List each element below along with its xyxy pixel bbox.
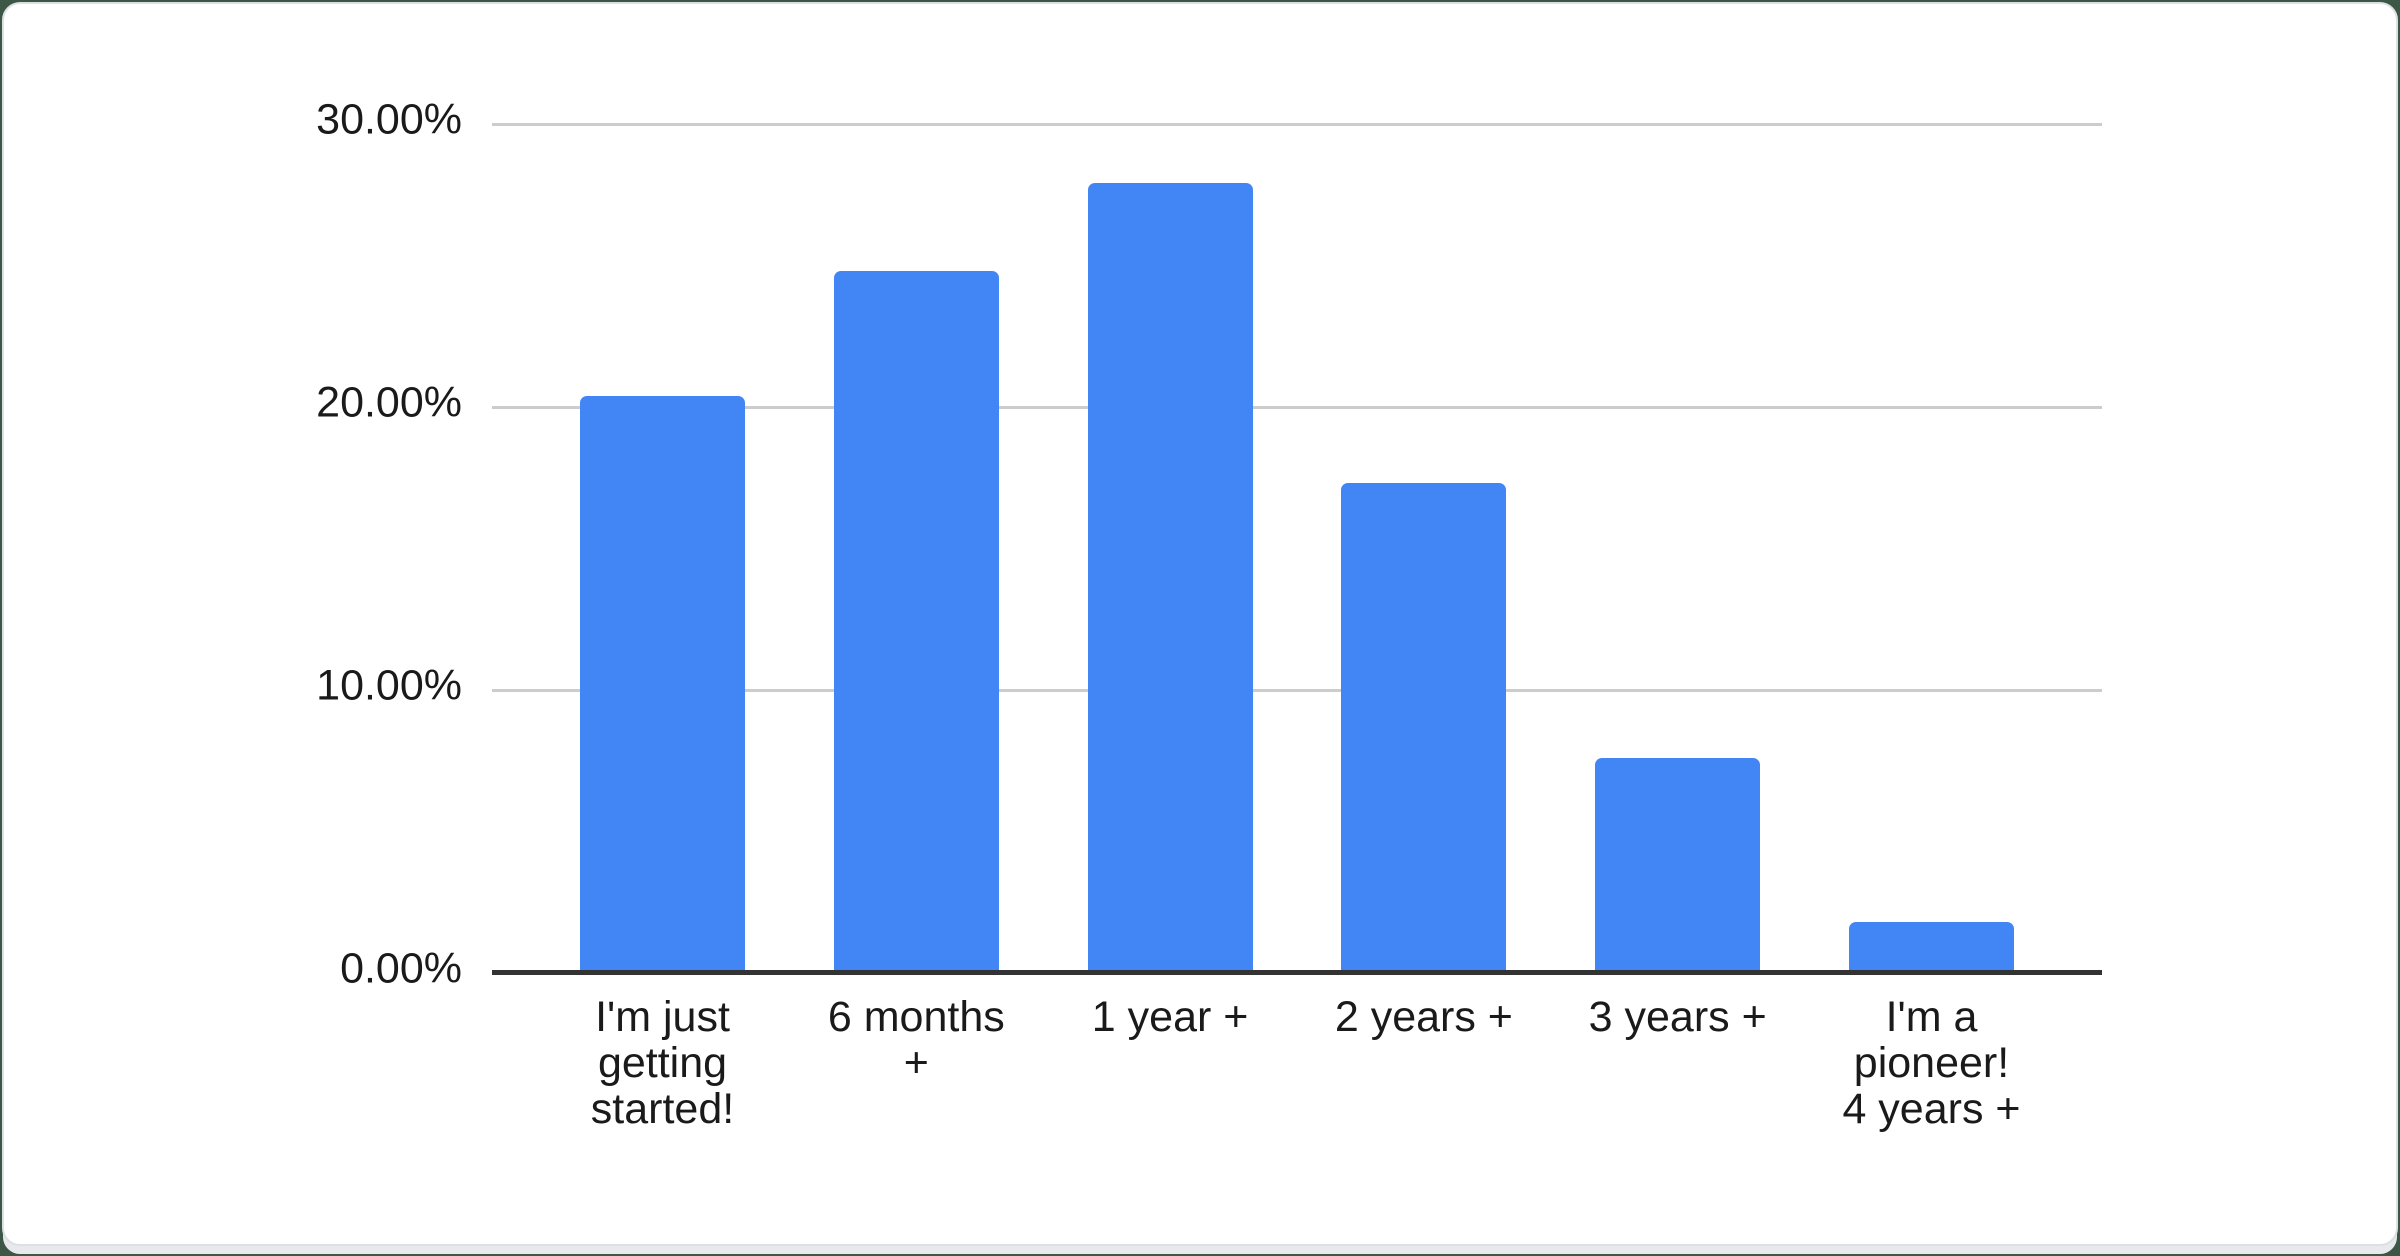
y-tick-label: 20.00% bbox=[316, 378, 462, 427]
y-tick-label: 10.00% bbox=[316, 661, 462, 710]
gridline bbox=[492, 406, 2102, 409]
x-tick-label: I'm just getting started! bbox=[590, 993, 735, 1133]
x-tick-label: 2 years + bbox=[1334, 993, 1513, 1041]
bar-2[interactable] bbox=[833, 271, 999, 973]
x-axis-line bbox=[492, 970, 2102, 975]
bar-5[interactable] bbox=[1595, 757, 1761, 973]
x-tick-label: 6 months + bbox=[827, 993, 1005, 1087]
bar-3[interactable] bbox=[1087, 183, 1253, 973]
bar-chart-plot-area bbox=[492, 123, 2102, 975]
gridline bbox=[492, 689, 2102, 692]
x-tick-label: I'm a pioneer! 4 years + bbox=[1842, 993, 2021, 1133]
x-tick-label: 1 year + bbox=[1091, 993, 1249, 1041]
x-tick-label: 3 years + bbox=[1588, 993, 1767, 1041]
bar-4[interactable] bbox=[1341, 483, 1507, 973]
gridline bbox=[492, 123, 2102, 126]
bar-1[interactable] bbox=[580, 395, 745, 973]
bars-row bbox=[492, 124, 2102, 973]
bar-6[interactable] bbox=[1848, 922, 2014, 973]
y-tick-label: 30.00% bbox=[316, 95, 462, 144]
y-tick-label: 0.00% bbox=[340, 944, 462, 993]
